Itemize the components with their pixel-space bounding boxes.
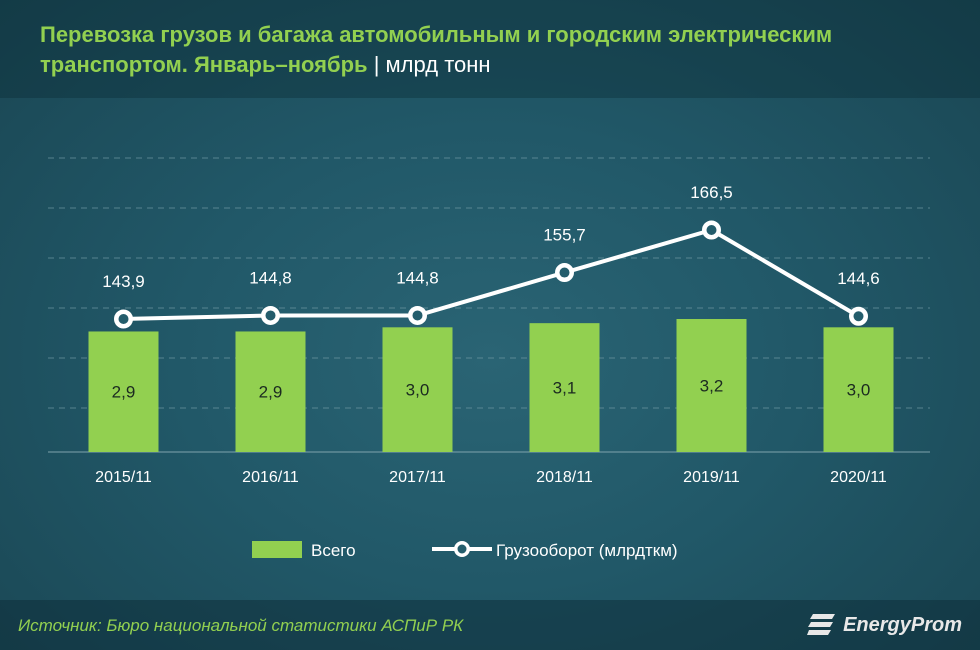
x-tick-label: 2016/11 — [242, 469, 299, 486]
legend-bar-label: Всего — [311, 541, 356, 560]
line-value-label: 144,6 — [837, 269, 880, 288]
line-value-label: 166,5 — [690, 183, 733, 202]
bar-series: 2,9 2,9 3,0 3,1 3,2 3,0 — [88, 319, 894, 452]
source-note: Источник: Бюро национальной статистики А… — [18, 616, 464, 635]
x-axis: 2015/11 2016/11 2017/11 2018/11 2019/11 2020/… — [95, 469, 887, 486]
bar-value-label: 2,9 — [112, 383, 136, 402]
header-band: Перевозка грузов и багажа автомобильным … — [0, 0, 980, 98]
bar-value-label: 3,0 — [847, 381, 871, 400]
line-series: 143,9 144,8 144,8 155,7 166,5 144,6 — [102, 183, 880, 329]
legend-bar-swatch — [252, 541, 302, 558]
legend-line-label: Грузооборот (млрдткм) — [496, 541, 678, 560]
line-value-label: 155,7 — [543, 226, 586, 245]
bar-value-label: 3,2 — [700, 377, 724, 396]
title-main: Перевозка грузов и багажа автомобильным … — [40, 22, 833, 77]
gridlines — [48, 157, 930, 453]
line-value-label: 144,8 — [249, 268, 292, 287]
legend-line-marker-hole — [457, 544, 467, 554]
x-tick-label: 2015/11 — [95, 469, 152, 486]
x-tick-label: 2018/11 — [536, 469, 593, 486]
x-tick-label: 2020/11 — [830, 469, 887, 486]
brand-name: EnergyProm — [843, 613, 962, 636]
bar — [676, 319, 747, 452]
bar — [382, 327, 453, 452]
bar — [823, 327, 894, 452]
legend: Всего Грузооборот (млрдткм) — [252, 541, 678, 560]
title-unit: млрд тонн — [385, 52, 491, 77]
title-separator: | — [373, 52, 380, 77]
x-tick-label: 2019/11 — [683, 469, 740, 486]
bar-value-label: 3,1 — [553, 379, 577, 398]
line-value-label: 143,9 — [102, 272, 145, 291]
line-point-hole — [853, 311, 864, 322]
line-point-hole — [706, 225, 717, 235]
bar — [235, 331, 306, 452]
bar-value-label: 3,0 — [406, 381, 430, 400]
bar — [529, 323, 600, 452]
bar — [88, 331, 159, 452]
line-path — [123, 228, 860, 321]
combo-chart: 2,9 2,9 3,0 3,1 3,2 3,0 143,9 144,8 144,8155,71… — [48, 157, 930, 560]
chart-title: Перевозка грузов и багажа автомобильным … — [40, 20, 960, 80]
footer-band: Источник: Бюро национальной статистики А… — [0, 600, 980, 650]
line-point-hole — [118, 314, 129, 324]
line-point-hole — [412, 310, 423, 321]
bar-value-label: 2,9 — [259, 383, 283, 402]
line-point-hole — [265, 310, 276, 321]
brand: EnergyProm — [807, 610, 962, 640]
line-value-label: 144,8 — [396, 268, 439, 287]
energyprom-logo-icon — [807, 614, 836, 635]
x-tick-label: 2017/11 — [389, 469, 446, 486]
line-point-hole — [559, 267, 570, 278]
